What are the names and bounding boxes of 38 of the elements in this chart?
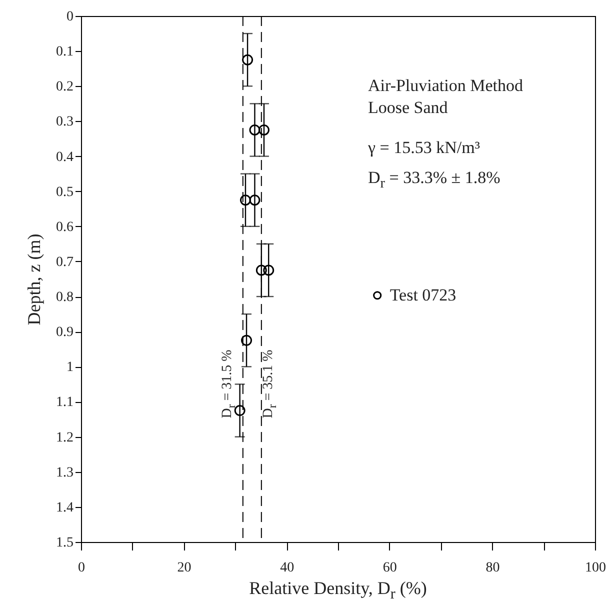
point: [241, 334, 252, 346]
y-tick-label: 0.3: [56, 114, 74, 130]
y-tick-label: 1: [66, 360, 74, 376]
y-tick-label: 0: [66, 10, 74, 24]
y-tick-label: 1.5: [56, 536, 74, 550]
y-tick-label: 0.1: [56, 44, 74, 60]
y-tick-label: 1.4: [56, 500, 74, 516]
y-tick-label: 0.9: [56, 325, 74, 340]
point: [240, 194, 251, 206]
x-tick-label: 20: [177, 560, 192, 576]
annotation: Air-Pluviation Method: [368, 75, 524, 97]
x-tick-label: 80: [486, 560, 500, 576]
annotation: Loose Sand: [368, 97, 449, 119]
legend-label: Test 0723: [390, 285, 456, 304]
y-tick-label: 1.3: [56, 465, 74, 480]
y-tick-label: 0.7: [56, 254, 74, 270]
point: [258, 124, 270, 136]
y-tick-label: 0.6: [56, 220, 74, 235]
y-tick-label: 1.2: [56, 430, 74, 446]
annotation: D$_{r}$ = 33.3% ± 1.8%: [368, 167, 502, 194]
annotation: γ = 15.53 kN/m³: [368, 137, 481, 159]
y-tick-label: 0.8: [56, 290, 74, 306]
y-tick-label: 0.2: [56, 80, 74, 95]
x-axis-title: Relative Density, D$_{r}$ (%): [249, 578, 427, 604]
x-tick-label: 100: [585, 560, 606, 576]
point: [263, 264, 274, 276]
y-tick-label: 1.1: [56, 395, 74, 410]
point: [256, 264, 267, 276]
y-axis-title: Depth, z (m): [24, 234, 44, 326]
point: [249, 124, 260, 136]
point: [242, 54, 254, 66]
x-tick-label: 0: [78, 560, 85, 576]
x-tick-label: 40: [280, 560, 294, 576]
point: [249, 194, 260, 206]
x-tick-label: 60: [382, 560, 397, 576]
y-tick-label: 0.5: [56, 184, 74, 200]
point: [234, 405, 246, 416]
y-tick-label: 0.4: [56, 150, 74, 165]
